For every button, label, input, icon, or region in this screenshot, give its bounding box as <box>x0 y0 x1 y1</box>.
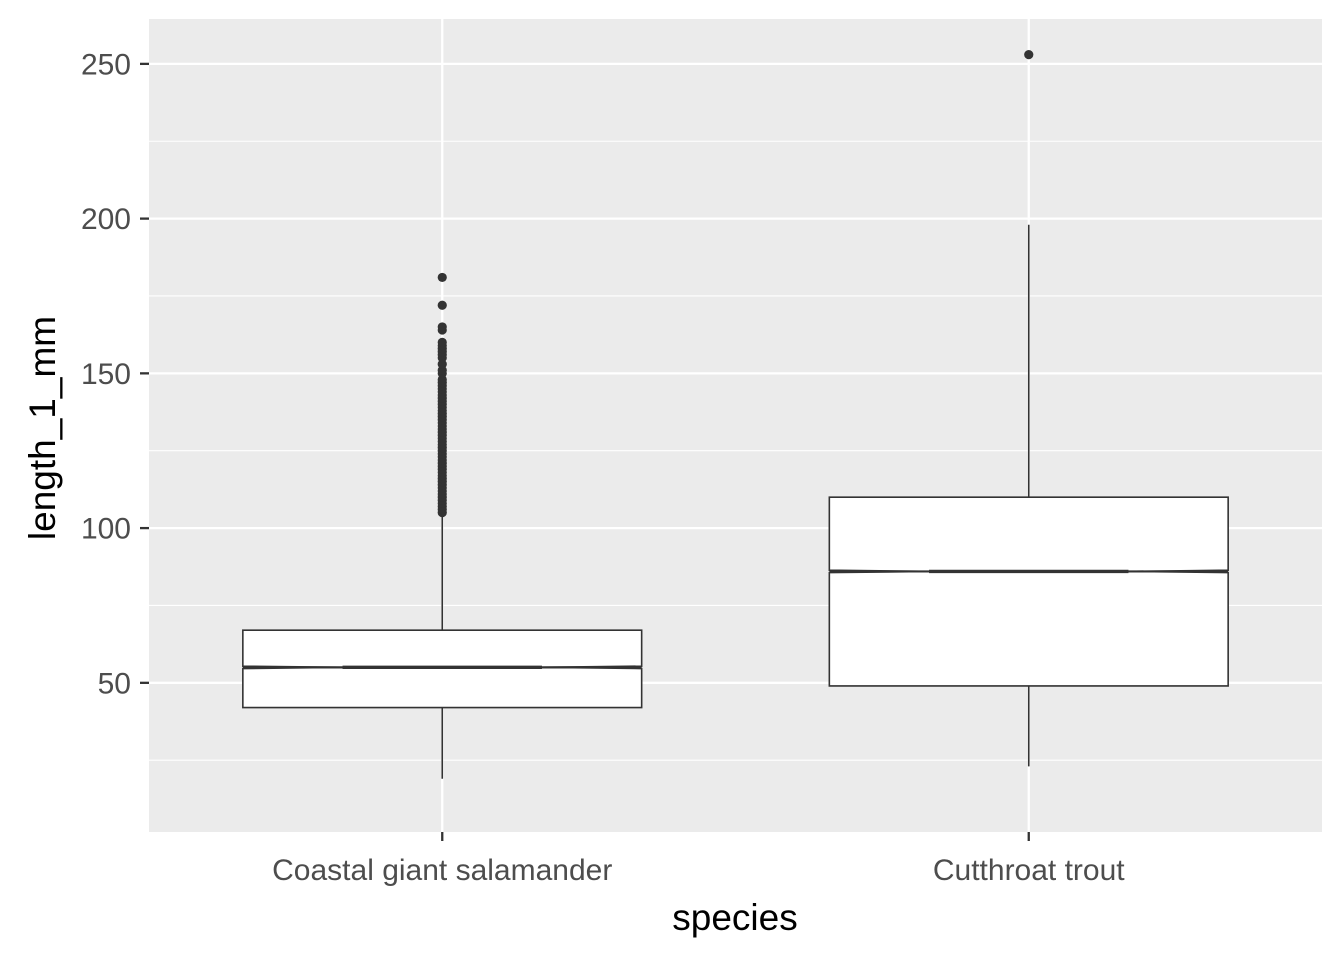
box-group <box>242 272 643 779</box>
y-tick-label: 150 <box>81 358 131 391</box>
outlier-point <box>1024 49 1034 60</box>
outlier-point <box>437 322 447 332</box>
y-axis-title: length_1_mm <box>22 316 63 540</box>
axes: 50 100 150 200 250 Coastal giant salamander Cu… <box>81 48 1125 887</box>
box-series <box>242 49 1229 779</box>
x-tick-label: Coastal giant salamander <box>272 854 612 887</box>
x-axis-title: species <box>672 897 797 938</box>
outlier-point <box>437 337 447 348</box>
y-tick-label: 250 <box>81 48 131 81</box>
outlier-point <box>437 300 447 310</box>
outlier-point <box>437 272 447 283</box>
y-tick-label: 100 <box>81 513 131 546</box>
box-body <box>828 496 1229 687</box>
x-tick-label: Cutthroat trout <box>933 854 1125 887</box>
box-group <box>828 49 1229 767</box>
y-tick-label: 50 <box>98 667 131 700</box>
y-tick-label: 200 <box>81 203 131 236</box>
